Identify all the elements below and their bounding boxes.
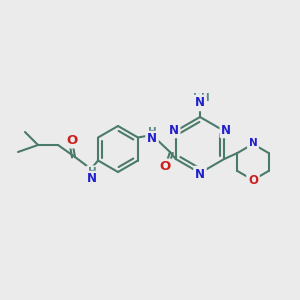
Text: O: O [248, 175, 258, 188]
Text: N: N [147, 133, 157, 146]
Text: H: H [88, 167, 96, 177]
Text: N: N [169, 124, 179, 136]
Text: N: N [221, 124, 231, 136]
Text: O: O [66, 134, 78, 146]
Text: N: N [249, 138, 257, 148]
Text: N: N [195, 97, 205, 110]
Text: H: H [193, 93, 201, 103]
Text: H: H [148, 127, 156, 137]
Text: H: H [201, 93, 209, 103]
Text: N: N [195, 167, 205, 181]
Text: N: N [87, 172, 97, 185]
Text: O: O [159, 160, 171, 173]
